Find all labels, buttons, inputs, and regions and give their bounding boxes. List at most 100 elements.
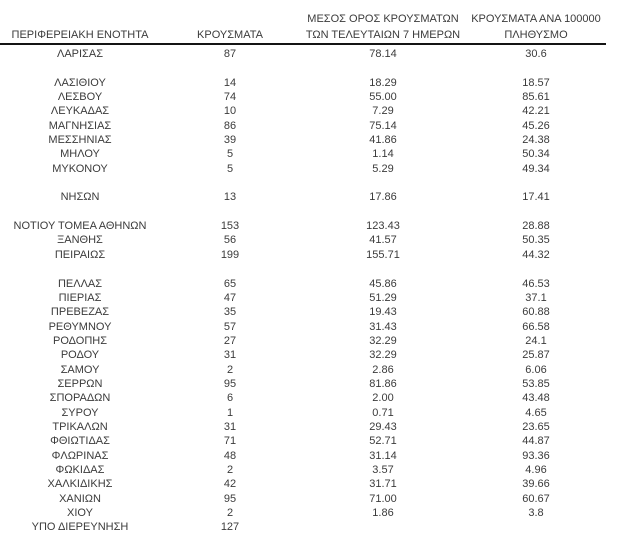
region-cell: ΦΛΩΡΙΝΑΣ <box>51 449 109 462</box>
avg7days-cell: 45.86 <box>369 277 397 290</box>
table-row: ΣΕΡΡΩΝ 95 81.86 53.85 <box>0 377 606 391</box>
column-header-cases: ΚΡΟΥΣΜΑΤΑ <box>160 12 300 43</box>
table-row: ΣΠΟΡΑΔΩΝ 6 2.00 43.48 <box>0 391 606 405</box>
per100k-cell: 24.38 <box>522 134 550 147</box>
per100k-cell <box>466 176 606 190</box>
avg7days-cell: 17.86 <box>369 191 397 204</box>
column-header-per100k-line2: ΠΛΗΘΥΣΜΟ <box>504 28 568 41</box>
region-cell: ΝΗΣΩΝ <box>60 191 100 204</box>
per100k-cell: 43.48 <box>522 392 550 405</box>
table-row: ΠΕΛΛΑΣ 65 45.86 46.53 <box>0 277 606 291</box>
region-cell: ΠΡΕΒΕΖΑΣ <box>50 306 110 319</box>
table-row: ΛΕΥΚΑΔΑΣ 10 7.29 42.21 <box>0 104 606 118</box>
avg7days-cell: 155.71 <box>366 248 400 261</box>
avg7days-cell: 5.29 <box>372 162 394 175</box>
avg7days-cell: 52.71 <box>369 435 397 448</box>
per100k-cell <box>466 262 606 276</box>
table-row: ΠΙΕΡΙΑΣ 47 51.29 37.1 <box>0 291 606 305</box>
cases-cell: 57 <box>223 320 237 333</box>
avg7days-cell <box>300 520 466 534</box>
region-cell: ΡΟΔΟΠΗΣ <box>52 334 108 347</box>
cases-cell: 2 <box>226 363 234 376</box>
cases-cell: 87 <box>223 48 237 60</box>
per100k-cell: 3.8 <box>528 507 544 519</box>
cases-cell: 95 <box>223 492 237 505</box>
table-row: ΡΟΔΟΥ 31 32.29 25.87 <box>0 348 606 362</box>
table-row: ΥΠΟ ΔΙΕΡΕΥΝΗΣΗ 127 <box>0 520 606 534</box>
region-cell: ΣΑΜΟΥ <box>60 363 100 376</box>
per100k-cell <box>466 205 606 219</box>
table-row: ΤΡΙΚΑΛΩΝ 31 29.43 23.65 <box>0 420 606 434</box>
per100k-cell: 50.34 <box>522 148 550 161</box>
cases-cell: 27 <box>223 334 237 347</box>
table-row: ΦΩΚΙΔΑΣ 2 3.57 4.96 <box>0 463 606 477</box>
region-cell: ΠΕΛΛΑΣ <box>57 277 103 290</box>
per100k-cell: 53.85 <box>522 377 550 390</box>
spacer-row <box>0 176 606 190</box>
table-row: ΧΑΝΙΩΝ 95 71.00 60.67 <box>0 492 606 506</box>
cases-cell: 5 <box>226 162 234 175</box>
cases-cell: 6 <box>226 392 234 405</box>
avg7days-cell: 55.00 <box>369 91 397 104</box>
avg7days-cell: 41.57 <box>369 234 397 247</box>
region-cell: ΠΙΕΡΙΑΣ <box>58 291 102 304</box>
per100k-cell: 24.1 <box>525 334 547 347</box>
region-cell: ΥΠΟ ΔΙΕΡΕΥΝΗΣΗ <box>31 521 129 534</box>
per100k-cell: 17.41 <box>522 191 550 204</box>
per100k-cell: 49.34 <box>522 162 550 175</box>
avg7days-cell: 1.86 <box>372 507 394 519</box>
avg7days-cell: 81.86 <box>369 377 397 390</box>
per100k-cell: 46.53 <box>522 277 550 290</box>
column-header-per100k: ΚΡΟΥΣΜΑΤΑ ΑΝΑ 100000 ΠΛΗΘΥΣΜΟ <box>466 12 606 43</box>
region-cell <box>0 205 160 219</box>
table-row: ΠΕΙΡΑΙΩΣ 199 155.71 44.32 <box>0 248 606 262</box>
per100k-cell: 85.61 <box>522 91 550 104</box>
avg7days-cell: 51.29 <box>369 291 397 304</box>
per100k-cell: 60.67 <box>522 492 550 505</box>
region-cell: ΣΥΡΟΥ <box>61 406 99 419</box>
per100k-cell: 18.57 <box>522 76 550 89</box>
avg7days-cell: 32.29 <box>369 349 397 362</box>
avg7days-cell: 0.71 <box>372 406 394 419</box>
column-header-region-line1 <box>0 12 160 28</box>
region-cell: ΣΠΟΡΑΔΩΝ <box>49 392 111 405</box>
cases-cell: 42 <box>223 478 237 491</box>
table-row: ΦΘΙΩΤΙΔΑΣ 71 52.71 44.87 <box>0 434 606 448</box>
cases-cell: 5 <box>226 148 234 161</box>
cases-cell: 35 <box>223 306 237 319</box>
cases-cell: 127 <box>220 521 240 534</box>
cases-cell: 199 <box>220 248 240 261</box>
cases-cell: 65 <box>223 277 237 290</box>
per100k-cell: 66.58 <box>522 320 550 333</box>
avg7days-cell: 31.43 <box>369 320 397 333</box>
region-cell: ΜΑΓΝΗΣΙΑΣ <box>48 119 112 132</box>
avg7days-cell: 1.14 <box>372 148 394 161</box>
avg7days-cell: 78.14 <box>369 48 397 60</box>
avg7days-cell: 32.29 <box>369 334 397 347</box>
region-cell: ΦΩΚΙΔΑΣ <box>55 463 105 476</box>
table-row: ΛΑΡΙΣΑΣ 87 78.14 30.6 <box>0 47 606 61</box>
table-row: ΛΑΣΙΘΙΟΥ 14 18.29 18.57 <box>0 76 606 90</box>
per100k-cell: 23.65 <box>522 420 550 433</box>
table-row: ΣΑΜΟΥ 2 2.86 6.06 <box>0 363 606 377</box>
column-header-region: ΠΕΡΙΦΕΡΕΙΑΚΗ ΕΝΟΤΗΤΑ <box>0 12 160 43</box>
region-cell: ΝΟΤΙΟΥ ΤΟΜΕΑ ΑΘΗΝΩΝ <box>13 220 147 233</box>
table-row: ΦΛΩΡΙΝΑΣ 48 31.14 93.36 <box>0 449 606 463</box>
regional-cases-table: ΠΕΡΙΦΕΡΕΙΑΚΗ ΕΝΟΤΗΤΑ ΚΡΟΥΣΜΑΤΑ ΜΕΣΟΣ ΟΡΟ… <box>0 12 606 535</box>
per100k-cell: 28.88 <box>522 220 550 233</box>
per100k-cell: 39.66 <box>522 478 550 491</box>
avg7days-cell <box>300 176 466 190</box>
region-cell <box>0 176 160 190</box>
cases-cell: 153 <box>220 220 240 233</box>
region-cell: ΣΕΡΡΩΝ <box>57 377 103 390</box>
cases-cell: 10 <box>223 105 237 118</box>
region-cell: ΡΕΘΥΜΝΟΥ <box>48 320 112 333</box>
cases-cell: 1 <box>226 406 234 419</box>
column-header-cases-line1 <box>160 12 300 28</box>
cases-cell: 31 <box>223 420 237 433</box>
region-cell: ΛΕΣΒΟΥ <box>57 91 103 104</box>
avg7days-cell: 3.57 <box>372 463 394 476</box>
cases-cell: 13 <box>223 191 237 204</box>
region-cell: ΜΗΛΟΥ <box>60 148 100 161</box>
table-row: ΞΑΝΘΗΣ 56 41.57 50.35 <box>0 233 606 247</box>
